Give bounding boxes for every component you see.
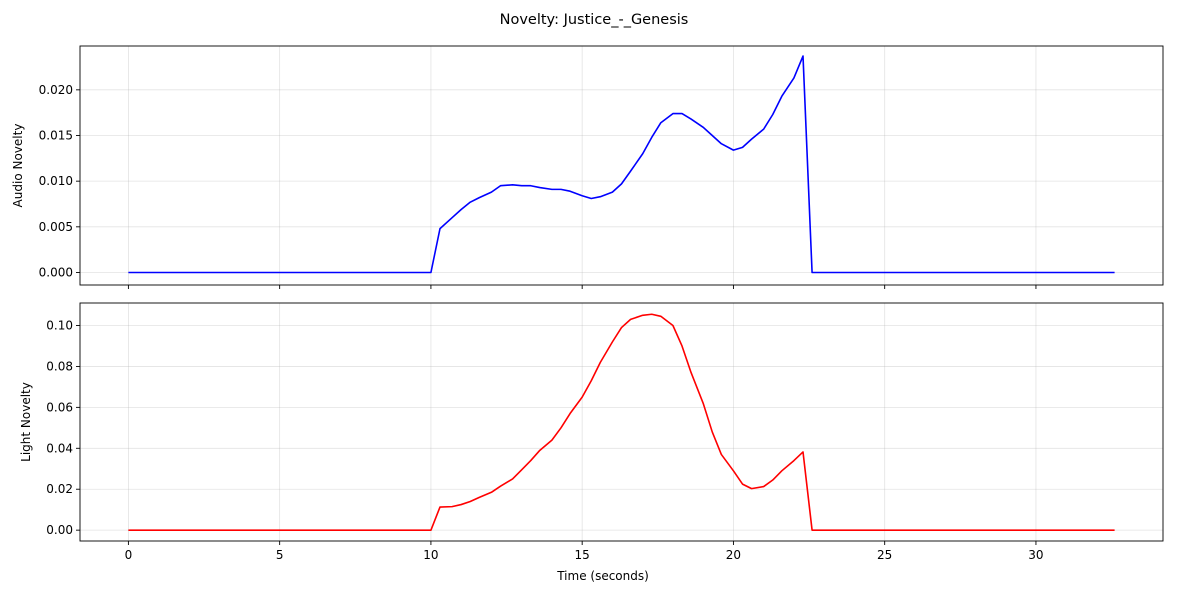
x-axis-label: Time (seconds) bbox=[556, 569, 649, 583]
audio-y-tick-label: 0.000 bbox=[39, 265, 73, 279]
light-y-tick-label: 0.06 bbox=[46, 400, 73, 414]
light-x-tick-label: 0 bbox=[125, 548, 133, 562]
light-x-tick-label: 10 bbox=[423, 548, 438, 562]
light-x-tick-label: 30 bbox=[1028, 548, 1043, 562]
light-y-tick-label: 0.00 bbox=[46, 523, 73, 537]
light-y-tick-label: 0.04 bbox=[46, 441, 73, 455]
light-y-axis-label: Light Novelty bbox=[19, 382, 33, 462]
light-y-tick-label: 0.08 bbox=[46, 359, 73, 373]
audio-y-tick-label: 0.015 bbox=[39, 128, 73, 142]
audio-axes-frame bbox=[79, 45, 1164, 286]
figure-title: Novelty: Justice_-_Genesis bbox=[500, 12, 689, 28]
light-novelty-line bbox=[128, 313, 1115, 531]
light-x-tick-label: 5 bbox=[276, 548, 284, 562]
light-novelty-panel: 0 5 10 15 20 25 30 0.00 0.02 0.04 0.06 0.08 0.10 Ligh… bbox=[19, 302, 1164, 562]
light-y-tick-label: 0.10 bbox=[46, 319, 73, 333]
light-y-tick-label: 0.02 bbox=[46, 482, 73, 496]
light-axes-frame bbox=[79, 302, 1164, 542]
audio-y-tick-label: 0.010 bbox=[39, 174, 73, 188]
light-x-tick-label: 25 bbox=[877, 548, 892, 562]
audio-novelty-line bbox=[128, 55, 1115, 274]
audio-y-axis-label: Audio Novelty bbox=[11, 124, 25, 208]
light-x-tick-label: 20 bbox=[726, 548, 741, 562]
light-x-tick-label: 15 bbox=[575, 548, 590, 562]
audio-y-tick-label: 0.020 bbox=[39, 83, 73, 97]
audio-novelty-panel: 0.000 0.005 0.010 0.015 0.020 Audio Novelty bbox=[11, 45, 1164, 289]
audio-y-tick-label: 0.005 bbox=[39, 220, 73, 234]
